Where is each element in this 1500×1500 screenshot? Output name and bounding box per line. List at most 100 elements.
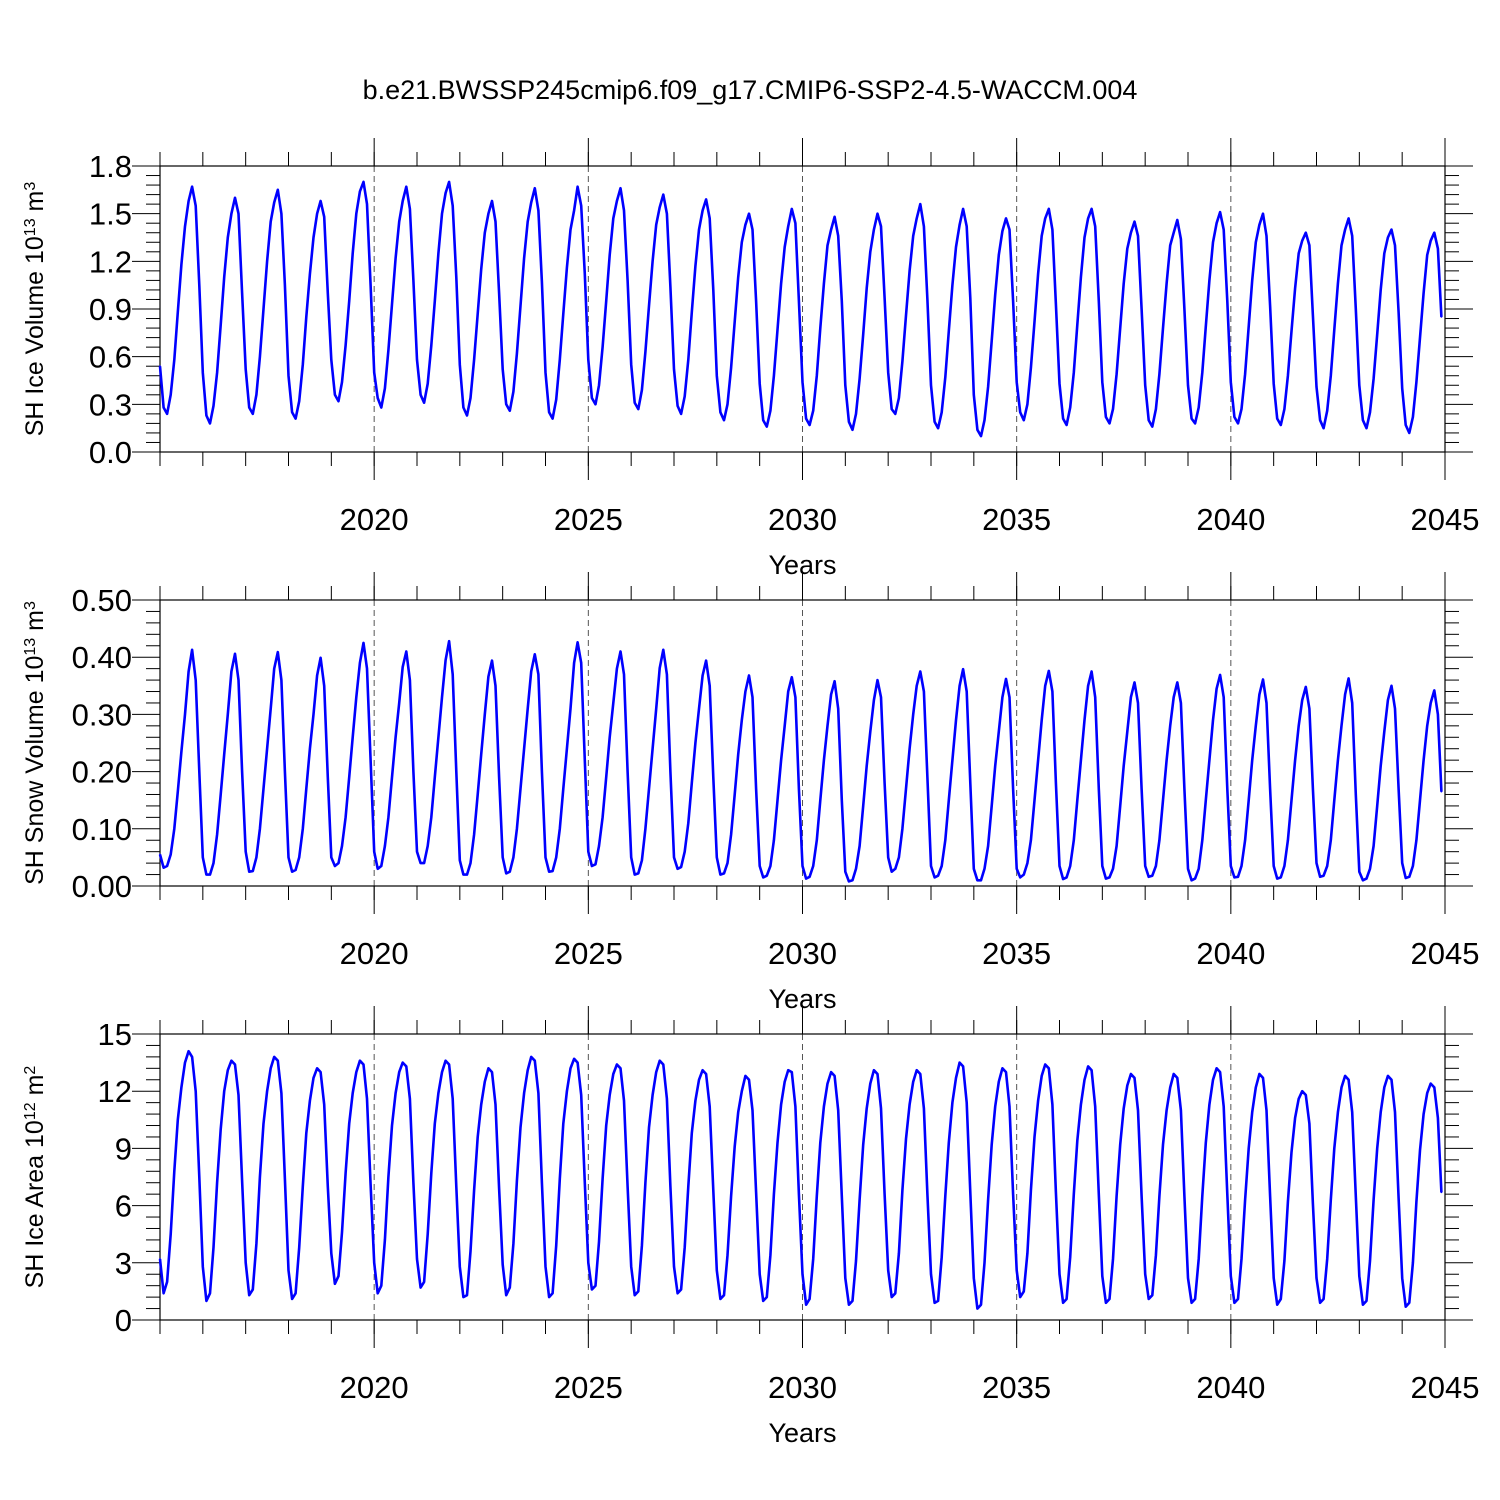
data-point (505, 1294, 508, 1297)
data-point (512, 1242, 515, 1245)
data-point (1040, 235, 1043, 237)
data-point (523, 1092, 525, 1094)
data-point (469, 397, 472, 399)
data-point (915, 1069, 918, 1072)
data-point (387, 1176, 390, 1178)
data-point (294, 869, 297, 871)
data-point (444, 192, 447, 194)
data-point (334, 1282, 336, 1285)
data-point (744, 1075, 747, 1077)
data-point (544, 1265, 547, 1268)
y-tick-label: 0 (115, 1303, 132, 1338)
data-point (1155, 865, 1157, 867)
data-point (1279, 1298, 1282, 1300)
data-point (1040, 719, 1043, 721)
data-point (326, 776, 329, 779)
data-point (259, 355, 261, 358)
data-point (1215, 222, 1218, 225)
data-point (644, 827, 647, 830)
data-point (541, 770, 543, 773)
data-point (694, 1099, 697, 1102)
data-point (1301, 1090, 1304, 1093)
data-point (705, 198, 707, 201)
data-point (737, 753, 740, 756)
data-point (230, 670, 233, 673)
data-point (566, 266, 568, 269)
data-point (1158, 373, 1161, 375)
data-point (898, 1252, 900, 1255)
data-point (530, 201, 533, 204)
data-point (1051, 1103, 1054, 1106)
data-point (748, 212, 750, 215)
data-point (940, 411, 943, 414)
data-point (187, 200, 190, 202)
data-point (198, 1176, 201, 1178)
data-point (733, 320, 736, 323)
y-axis-label: SH Ice Area 1012 m2 (21, 1066, 49, 1289)
data-point (1254, 724, 1257, 727)
data-point (855, 1260, 857, 1262)
data-point (309, 747, 311, 750)
data-point (937, 874, 939, 877)
data-point (198, 770, 201, 773)
data-point (873, 1069, 875, 1072)
data-point (1108, 1298, 1111, 1300)
data-point (1247, 325, 1250, 328)
data-point (573, 1057, 575, 1060)
data-point (1372, 378, 1375, 380)
data-point (466, 873, 468, 876)
data-point (194, 204, 197, 207)
data-point (505, 872, 508, 875)
data-point (676, 405, 679, 407)
data-point (1212, 1078, 1214, 1081)
data-point (1001, 1067, 1004, 1070)
data-point (783, 1080, 786, 1083)
data-point (769, 409, 772, 412)
data-point (837, 235, 840, 237)
data-point (1037, 1099, 1039, 1102)
data-point (1169, 244, 1172, 247)
data-point (262, 308, 265, 310)
data-point (1397, 787, 1400, 790)
data-point (919, 670, 922, 673)
data-point (1201, 839, 1204, 842)
data-point (1422, 1113, 1425, 1115)
data-point (790, 208, 793, 210)
data-point (462, 873, 465, 876)
data-point (526, 707, 529, 710)
data-point (1379, 289, 1382, 291)
data-point (198, 284, 201, 287)
data-point (1172, 696, 1175, 699)
data-point (523, 257, 525, 260)
data-point (969, 782, 972, 784)
data-point (1233, 416, 1236, 418)
data-point (1208, 759, 1211, 762)
data-point (1040, 1075, 1043, 1077)
data-point (269, 1067, 272, 1070)
data-point (926, 1193, 929, 1196)
data-point (1254, 1086, 1257, 1089)
data-point (594, 1284, 597, 1287)
data-point (326, 1185, 329, 1188)
data-point (1294, 1117, 1296, 1119)
data-point (601, 816, 604, 819)
data-point (1172, 231, 1175, 234)
data-point (947, 1141, 950, 1144)
data-point (662, 1063, 665, 1066)
data-point (416, 850, 418, 853)
data-point (458, 859, 461, 862)
data-point (1426, 1092, 1429, 1094)
data-point (719, 873, 722, 876)
data-point (890, 408, 893, 410)
data-point (330, 358, 333, 361)
y-axis-label: SH Ice Volume 1013 m3 (21, 182, 49, 437)
data-point (355, 696, 358, 699)
data-point (423, 862, 425, 864)
data-point (690, 782, 693, 784)
data-point (976, 428, 979, 431)
data-point (491, 1071, 493, 1073)
data-point (433, 1122, 436, 1125)
data-point (669, 285, 672, 288)
data-point (1176, 681, 1179, 684)
data-point (683, 1246, 686, 1249)
